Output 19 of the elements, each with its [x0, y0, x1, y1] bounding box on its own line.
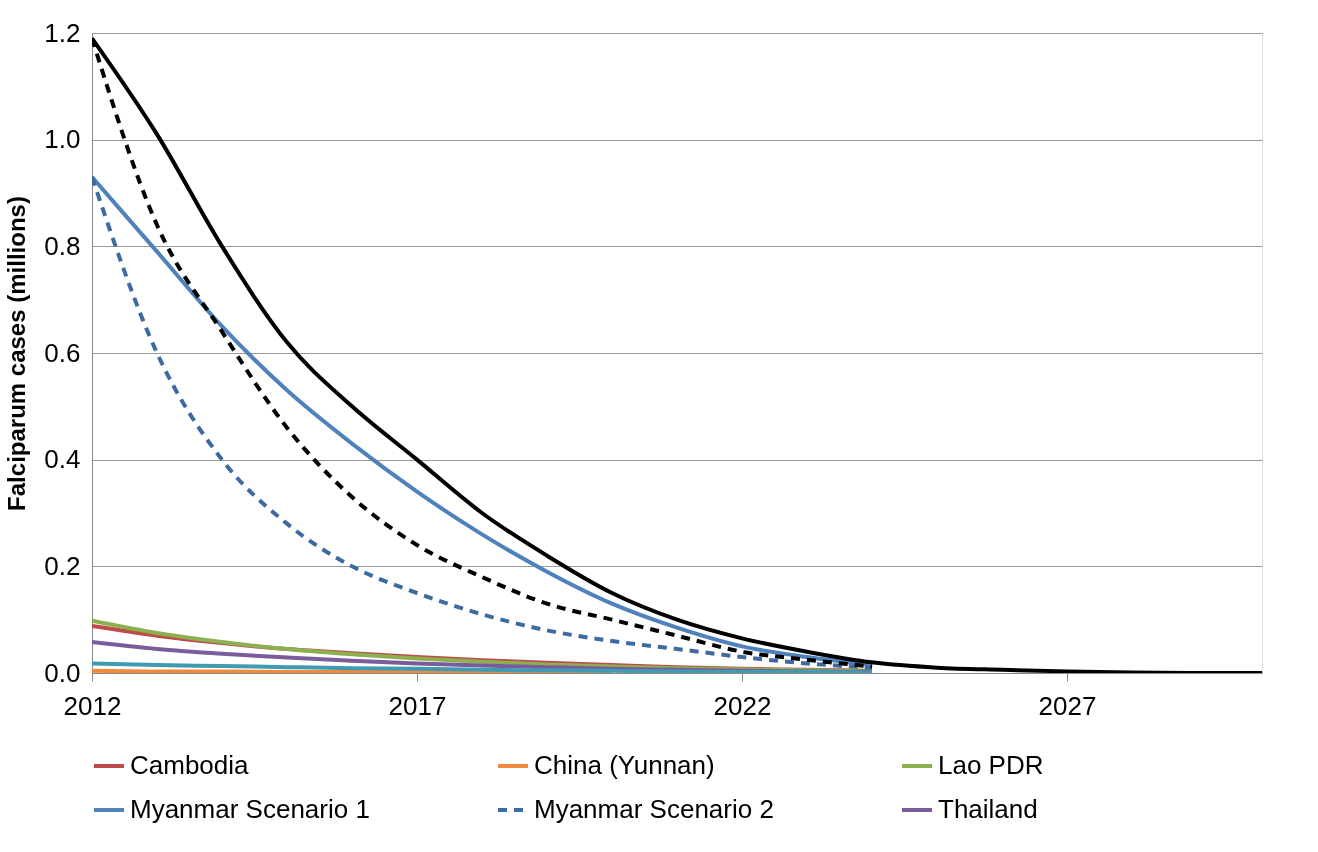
x-tick-label: 2017	[388, 690, 447, 721]
x-tick-label: 2027	[1038, 690, 1097, 721]
x-tick-label: 2012	[63, 690, 122, 721]
legend-label: Myanmar Scenario 2	[534, 794, 774, 824]
y-tick-label: 1.0	[44, 124, 81, 155]
line-series	[92, 661, 874, 673]
x-tick-label: 2022	[713, 690, 772, 721]
legend-label: Cambodia	[130, 750, 250, 780]
y-tick-label: 0.0	[44, 657, 81, 688]
y-tick-label: 0.2	[44, 550, 81, 581]
legend-label: Thailand	[938, 794, 1038, 824]
legend-label: Lao PDR	[938, 750, 1044, 780]
legend-label: China (Yunnan)	[534, 750, 715, 780]
legend-label: Myanmar Scenario 1	[130, 794, 370, 824]
y-tick-label: 1.2	[44, 17, 81, 48]
y-tick-label: 0.6	[44, 337, 81, 368]
y-axis-title: Falciparum cases (millions)	[3, 196, 31, 511]
y-tick-label: 0.4	[44, 444, 81, 475]
y-tick-label: 0.8	[44, 230, 81, 261]
